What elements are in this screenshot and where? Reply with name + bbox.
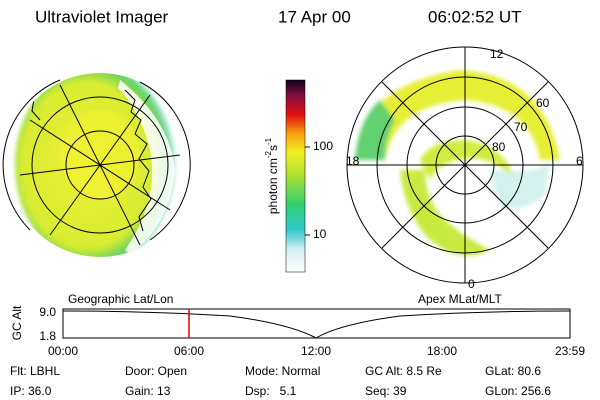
mlat-label: 60: [536, 96, 550, 110]
geographic-image: [2, 73, 191, 257]
unit-part: s: [266, 145, 280, 151]
strip-x-tick: 18:00: [427, 344, 457, 358]
polar-plot: 12 18 6 0 60 70 80: [346, 46, 584, 291]
strip-y-tick: 1.8: [39, 329, 56, 343]
strip-x-tick: 06:00: [174, 344, 204, 358]
colorbar-unit: photon cm-2s-1: [264, 137, 280, 214]
mlt-label: 12: [490, 47, 504, 61]
strip-y-label: GC Alt: [10, 305, 24, 340]
status-field: Door: Open: [125, 364, 187, 378]
unit-exp: -1: [264, 137, 273, 145]
instrument: Ultraviolet Imager: [35, 7, 169, 26]
mlt-label: 18: [346, 154, 360, 168]
status-field: Mode: Normal: [245, 364, 320, 378]
status-field: Gain: 13: [125, 384, 171, 398]
time: 06:02:52 UT: [428, 7, 522, 26]
strip-x-tick: 00:00: [48, 344, 78, 358]
status-field: Dsp: 5.1: [245, 384, 297, 398]
status-field: Flt: LBHL: [10, 364, 60, 378]
orbit-strip: Geographic Lat/Lon Apex MLat/MLT GC Alt …: [10, 292, 585, 358]
status-panel: Flt: LBHL Door: Open Mode: Normal GC Alt: 8…: [10, 364, 551, 398]
status-field: GC Alt: 8.5 Re: [365, 364, 442, 378]
unit-exp: -2: [264, 150, 273, 158]
strip-y-tick: 9.0: [39, 305, 56, 319]
mlat-label: 80: [492, 140, 506, 154]
strip-title: Geographic Lat/Lon: [68, 292, 173, 306]
mlt-label: 6: [576, 154, 583, 168]
colorbar-tick: 100: [313, 139, 333, 153]
status-field: GLat: 80.6: [485, 364, 541, 378]
status-field: IP: 36.0: [10, 384, 52, 398]
mlat-label: 70: [514, 120, 528, 134]
strip-title: Apex MLat/MLT: [418, 292, 502, 306]
mlt-label: 0: [468, 277, 475, 291]
strip-x-tick: 23:59: [555, 344, 585, 358]
date: 17 Apr 00: [278, 7, 351, 26]
unit-part: photon cm: [266, 158, 280, 214]
strip-x-tick: 12:00: [301, 344, 331, 358]
status-field: GLon: 256.6: [485, 384, 551, 398]
status-field: Seq: 39: [365, 384, 407, 398]
header: Ultraviolet Imager 17 Apr 00 06:02:52 UT: [35, 7, 522, 26]
colorbar: 100 10 photon cm-2s-1: [264, 79, 333, 273]
colorbar-tick: 10: [313, 227, 327, 241]
